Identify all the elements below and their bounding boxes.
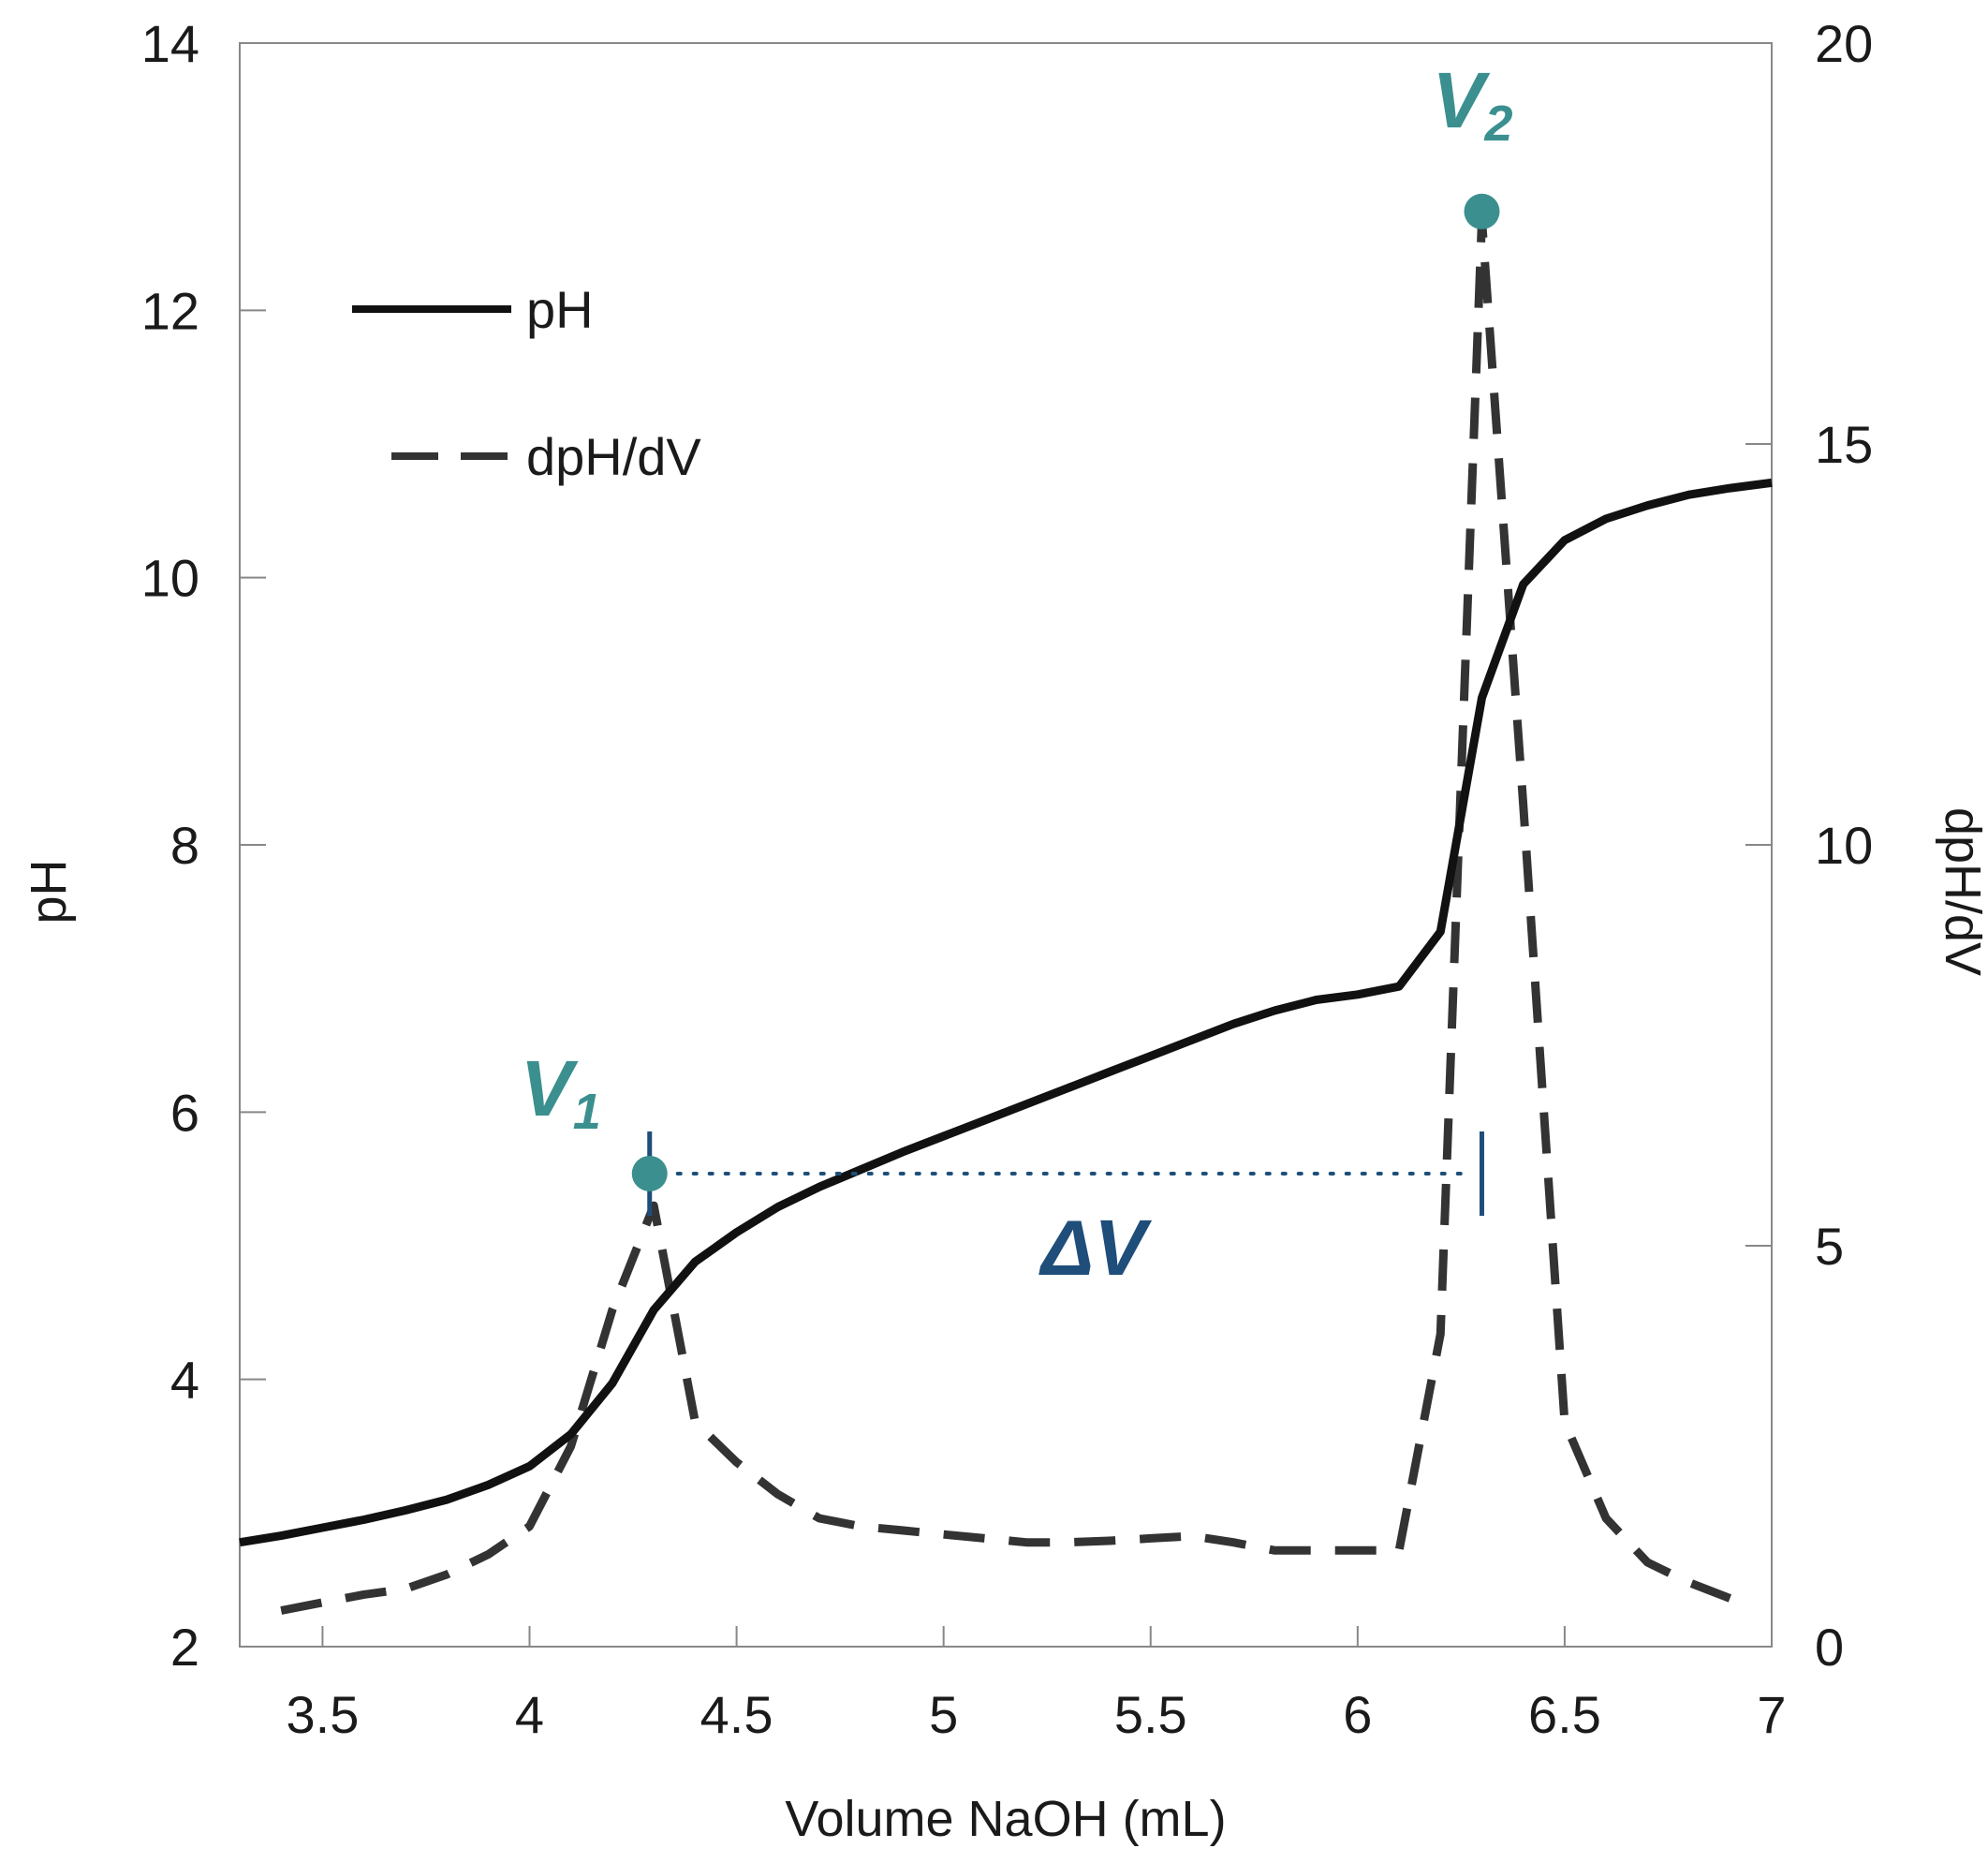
legend-ph-label: pH <box>526 280 594 339</box>
right-y-axis-title: dpH/dV <box>1935 807 1988 976</box>
x-tick-label: 6.5 <box>1528 1685 1601 1744</box>
delta-v-label: ΔV <box>1038 1204 1152 1292</box>
x-axis-title: Volume NaOH (mL) <box>785 1791 1226 1847</box>
y-tick-label: 12 <box>141 281 199 340</box>
legend-dph-dv-label: dpH/dV <box>526 427 701 486</box>
v2-subscript: 2 <box>1483 96 1512 152</box>
x-tick-label: 6 <box>1343 1685 1372 1744</box>
y2-tick-label: 0 <box>1815 1618 1844 1677</box>
y-tick-label: 14 <box>141 14 199 73</box>
y2-tick-label: 20 <box>1815 14 1873 73</box>
series-ph-line <box>239 478 1773 1547</box>
y-tick-label: 6 <box>170 1083 199 1142</box>
v2-marker-point <box>1464 193 1500 229</box>
x-tick-label: 5.5 <box>1114 1685 1187 1744</box>
x-tick-label: 4 <box>515 1685 544 1744</box>
y-tick-label: 4 <box>170 1351 199 1410</box>
y-tick-label: 8 <box>170 816 199 875</box>
x-tick-label: 7 <box>1757 1685 1786 1744</box>
plot-frame <box>239 42 1773 1648</box>
x-tick-label: 4.5 <box>700 1685 773 1744</box>
right-y-axis-ticks: 0 5 10 15 20 <box>1745 14 1873 1677</box>
y2-tick-label: 10 <box>1815 816 1873 875</box>
left-y-axis-title: pH <box>21 859 77 924</box>
y2-tick-label: 5 <box>1815 1217 1844 1276</box>
y-tick-label: 10 <box>141 549 199 608</box>
series-dph-dv-line <box>280 214 1753 1615</box>
left-y-axis-ticks: 2 4 6 8 10 12 14 <box>141 14 266 1677</box>
y-tick-label: 2 <box>170 1618 199 1677</box>
y2-tick-label: 15 <box>1815 415 1873 474</box>
v1-marker-point <box>631 1155 668 1191</box>
x-tick-label: 5 <box>929 1685 958 1744</box>
v1-subscript: 1 <box>573 1084 601 1140</box>
v2-label: V2 <box>1432 56 1512 152</box>
x-axis-ticks: 3.5 4 4.5 5 5.5 6 6.5 7 <box>287 1626 1787 1744</box>
legend: pH dpH/dV <box>352 280 701 486</box>
v1-label: V1 <box>521 1044 601 1140</box>
x-tick-label: 3.5 <box>287 1685 360 1744</box>
